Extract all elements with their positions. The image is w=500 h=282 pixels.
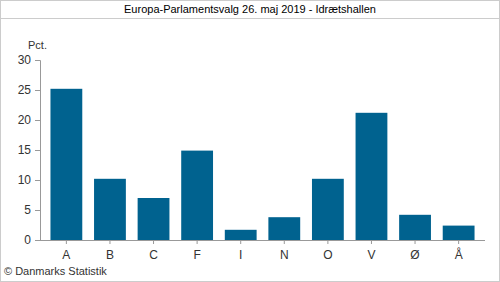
y-tick: 25	[18, 83, 40, 97]
x-tick-mark	[284, 240, 285, 244]
bars	[50, 89, 474, 240]
bar	[399, 215, 431, 240]
bar	[94, 179, 126, 240]
y-axis-line	[35, 61, 41, 241]
x-tick-label: Ø	[410, 248, 419, 262]
frame	[1, 1, 500, 282]
y-tick-mark	[35, 240, 40, 241]
x-tick: Å	[455, 240, 463, 262]
x-tick-mark	[66, 240, 67, 244]
x-tick: N	[280, 240, 289, 262]
y-tick: 5	[24, 203, 40, 217]
y-tick: 0	[24, 233, 40, 247]
x-tick-label: O	[323, 248, 332, 262]
y-tick-label: 0	[24, 233, 31, 247]
bar	[312, 179, 344, 240]
y-tick-mark	[35, 180, 40, 181]
x-tick-mark	[240, 240, 241, 244]
title-rule	[0, 18, 500, 19]
y-tick-mark	[35, 120, 40, 121]
x-tick: O	[323, 240, 332, 262]
x-tick: V	[367, 240, 375, 262]
bar	[225, 230, 257, 240]
y-tick-mark	[35, 60, 40, 61]
x-tick-label: C	[149, 248, 158, 262]
y-axis-title: Pct.	[28, 39, 47, 51]
y-axis: 0 5 10 15 20 25 30	[18, 53, 41, 247]
y-tick: 20	[18, 113, 40, 127]
x-tick-label: A	[62, 248, 70, 262]
x-tick-mark	[458, 240, 459, 244]
bar	[50, 89, 82, 240]
x-tick: F	[193, 240, 200, 262]
chart: Europa-Parlamentsvalg 26. maj 2019 - Idr…	[0, 0, 500, 282]
bar	[268, 217, 300, 240]
y-tick-label: 10	[18, 173, 32, 187]
x-tick-mark	[109, 240, 110, 244]
x-axis: ABCFINOVØÅ	[40, 240, 485, 262]
title: Europa-Parlamentsvalg 26. maj 2019 - Idr…	[124, 3, 376, 15]
x-tick-label: V	[367, 248, 375, 262]
y-tick-mark	[35, 150, 40, 151]
x-tick-mark	[415, 240, 416, 244]
x-tick-mark	[197, 240, 198, 244]
y-tick: 10	[18, 173, 40, 187]
bar	[443, 226, 475, 240]
x-tick-label: F	[193, 248, 200, 262]
x-tick-label: B	[106, 248, 114, 262]
y-tick-label: 30	[18, 53, 32, 67]
y-tick-label: 15	[18, 143, 32, 157]
x-tick-mark	[153, 240, 154, 244]
y-tick-label: 20	[18, 113, 32, 127]
source-note: © Danmarks Statistik	[4, 265, 107, 277]
x-tick: I	[239, 240, 242, 262]
x-tick: C	[149, 240, 158, 262]
x-tick: A	[62, 240, 70, 262]
x-tick: Ø	[410, 240, 419, 262]
x-tick-label: Å	[455, 247, 463, 262]
y-tick-label: 5	[24, 203, 31, 217]
y-tick: 15	[18, 143, 40, 157]
x-axis-line	[40, 240, 485, 241]
x-tick-mark	[371, 240, 372, 244]
bar	[356, 113, 388, 240]
x-tick: B	[106, 240, 114, 262]
y-tick-label: 25	[18, 83, 32, 97]
bar	[138, 198, 170, 240]
y-tick: 30	[18, 53, 40, 67]
x-tick-mark	[327, 240, 328, 244]
y-tick-mark	[35, 210, 40, 211]
y-tick-mark	[35, 90, 40, 91]
bar	[181, 151, 213, 240]
x-tick-label: I	[239, 248, 242, 262]
x-tick-label: N	[280, 248, 289, 262]
